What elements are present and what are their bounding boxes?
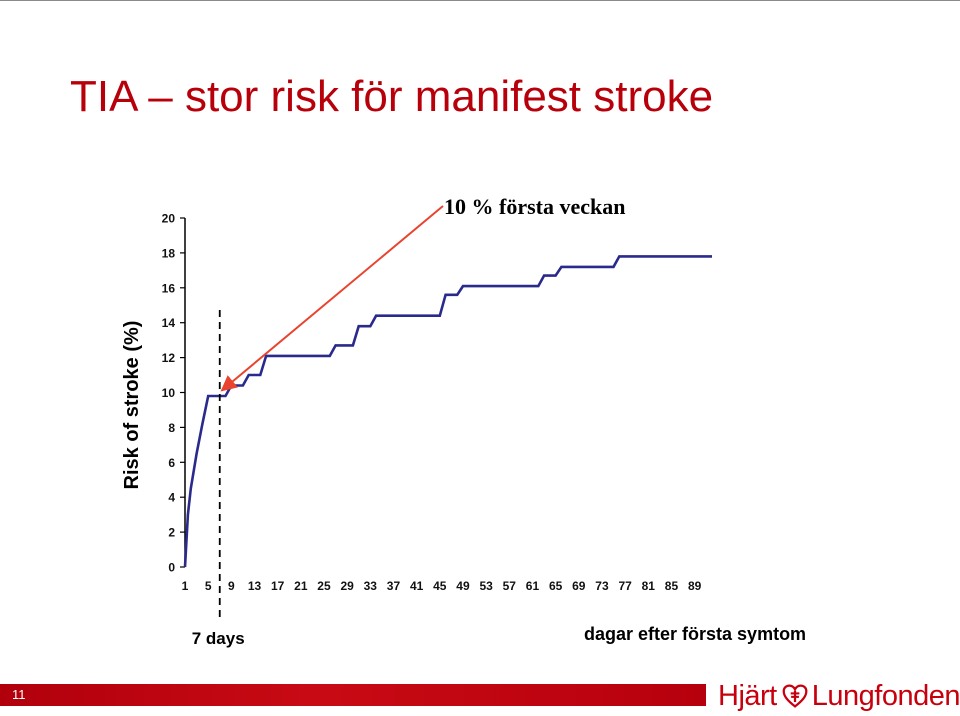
footer-bar: 11 <box>0 684 706 706</box>
x-tick-label: 45 <box>433 579 447 593</box>
x-tick-label: 89 <box>688 579 702 593</box>
x-tick-label: 13 <box>248 579 262 593</box>
x-tick-label: 17 <box>271 579 285 593</box>
y-tick-label: 14 <box>162 316 176 330</box>
x-tick-label: 85 <box>665 579 679 593</box>
x-tick-label: 77 <box>618 579 632 593</box>
x-tick-label: 69 <box>572 579 586 593</box>
stroke-risk-line <box>183 255 712 568</box>
hjart-lungfonden-logo: Hjärt Lungfonden <box>718 676 960 716</box>
x-tick-label: 61 <box>526 579 540 593</box>
x-tick-label: 49 <box>456 579 470 593</box>
x-tick-label: 41 <box>410 579 424 593</box>
seven-day-label: 7 days <box>192 629 245 648</box>
y-tick-label: 18 <box>162 246 176 260</box>
x-tick-label: 1 <box>182 579 189 593</box>
y-tick-label: 8 <box>168 421 175 435</box>
heart-cross-icon <box>782 684 808 708</box>
page-number: 11 <box>12 687 26 702</box>
y-tick-label: 12 <box>162 351 176 365</box>
y-tick-label: 4 <box>168 491 175 505</box>
x-tick-label: 65 <box>549 579 563 593</box>
slide-title: TIA – stor risk för manifest stroke <box>70 72 714 121</box>
annotation-arrow <box>220 205 444 392</box>
x-tick-label: 25 <box>317 579 331 593</box>
x-tick-group: 1 5 9 13 17 21 25 29 33 37 41 45 49 53 57 61 65 69 73 77 81 8… <box>182 579 702 593</box>
y-tick-label: 20 <box>162 212 176 226</box>
y-tick-label: 6 <box>168 456 175 470</box>
x-tick-label: 57 <box>503 579 517 593</box>
logo-text-left: Hjärt <box>718 679 777 712</box>
logo-text-right: Lungfonden <box>811 679 960 712</box>
x-tick-label: 21 <box>294 579 308 593</box>
y-tick-label: 16 <box>162 281 176 295</box>
x-tick-label: 53 <box>479 579 493 593</box>
y-tick-label: 10 <box>162 386 176 400</box>
y-axis-label: Risk of stroke (%) <box>121 321 143 490</box>
annotation-label: 10 % första veckan <box>444 194 625 219</box>
x-tick-label: 81 <box>642 579 656 593</box>
x-tick-label: 37 <box>387 579 401 593</box>
x-tick-label: 33 <box>364 579 378 593</box>
y-tick-group: 0 2 4 6 8 10 12 14 16 18 20 <box>162 212 185 575</box>
y-tick-label: 2 <box>168 526 175 540</box>
x-tick-label: 73 <box>595 579 609 593</box>
top-rule <box>0 0 960 1</box>
x-tick-label: 9 <box>228 579 235 593</box>
x-tick-label: 29 <box>340 579 354 593</box>
x-tick-label: 5 <box>205 579 212 593</box>
x-axis-label: dagar efter första symtom <box>584 624 806 644</box>
y-tick-label: 0 <box>168 561 175 575</box>
